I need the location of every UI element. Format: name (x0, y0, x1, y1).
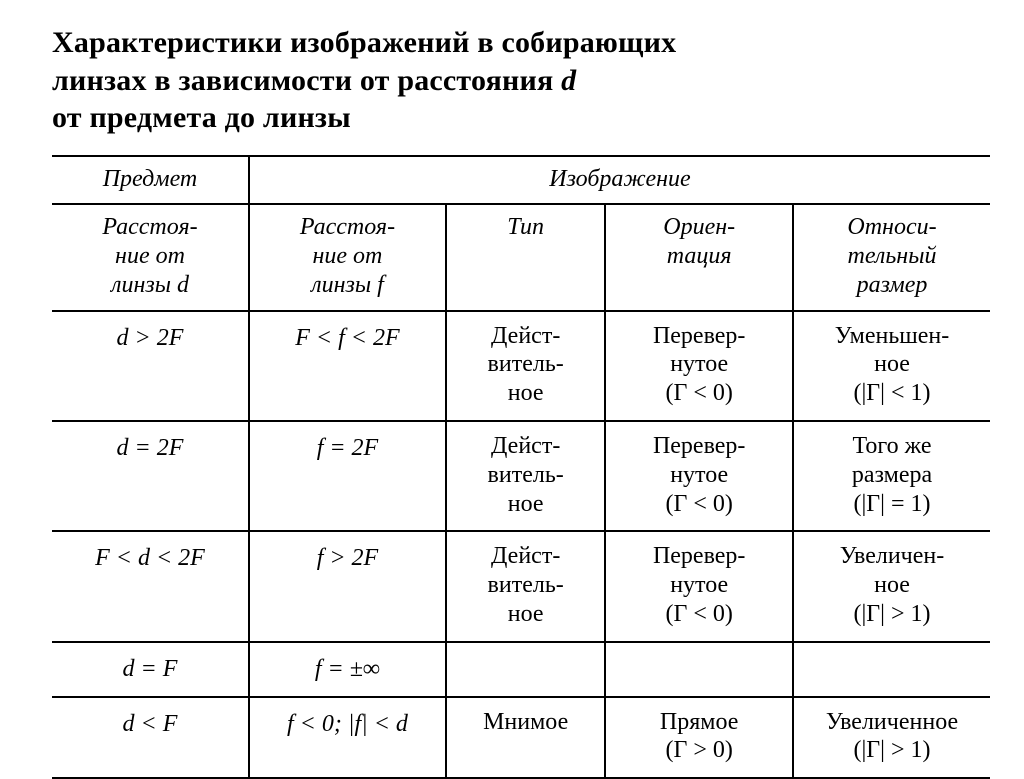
cell-size: Уменьшен-ное(|Г| < 1) (793, 311, 990, 421)
cell-type: Дейст-витель-ное (446, 421, 605, 531)
head-col2: Расстоя-ние отлинзы f (249, 204, 446, 310)
cell-d: d = F (52, 642, 249, 697)
title-line-1: Характеристики изображений в собирающих (52, 26, 676, 59)
cell-f: f = ±∞ (249, 642, 446, 697)
head-predmet: Предмет (52, 156, 249, 205)
head-izobrazhenie: Изображение (249, 156, 990, 205)
title-var-d: d (561, 64, 576, 97)
cell-type: Дейст-витель-ное (446, 311, 605, 421)
table-header-row-2: Расстоя-ние отлинзы d Расстоя-ние отлинз… (52, 204, 990, 310)
cell-f: f = 2F (249, 421, 446, 531)
head-col5: Относи-тельныйразмер (793, 204, 990, 310)
cell-orient: Прямое(Г > 0) (605, 697, 793, 779)
cell-size: Того жеразмера(|Г| = 1) (793, 421, 990, 531)
cell-orient: Перевер-нутое(Г < 0) (605, 311, 793, 421)
cell-size: Увеличенное(|Г| > 1) (793, 697, 990, 779)
cell-orient: Перевер-нутое(Г < 0) (605, 531, 793, 641)
cell-type: Дейст-витель-ное (446, 531, 605, 641)
page-title: Характеристики изображений в собирающих … (52, 24, 990, 137)
cell-orient: Перевер-нутое(Г < 0) (605, 421, 793, 531)
lens-table: Предмет Изображение Расстоя-ние отлинзы … (52, 155, 990, 779)
cell-f: f > 2F (249, 531, 446, 641)
cell-type: Мнимое (446, 697, 605, 779)
table-row: F < d < 2F f > 2F Дейст-витель-ное Перев… (52, 531, 990, 641)
cell-d: F < d < 2F (52, 531, 249, 641)
table-row: d = F f = ±∞ (52, 642, 990, 697)
title-line-3: от предмета до линзы (52, 101, 351, 134)
head-col4: Ориен-тация (605, 204, 793, 310)
table-row: d > 2F F < f < 2F Дейст-витель-ное Перев… (52, 311, 990, 421)
head-col1: Расстоя-ние отлинзы d (52, 204, 249, 310)
cell-orient (605, 642, 793, 697)
cell-f: f < 0; |f| < d (249, 697, 446, 779)
table-row: d < F f < 0; |f| < d Мнимое Прямое(Г > 0… (52, 697, 990, 779)
title-line-2a: линзах в зависимости от расстояния (52, 64, 561, 97)
cell-f: F < f < 2F (249, 311, 446, 421)
table-row: d = 2F f = 2F Дейст-витель-ное Перевер-н… (52, 421, 990, 531)
cell-size: Увеличен-ное(|Г| > 1) (793, 531, 990, 641)
table-header-row-1: Предмет Изображение (52, 156, 990, 205)
cell-d: d = 2F (52, 421, 249, 531)
cell-d: d < F (52, 697, 249, 779)
cell-type (446, 642, 605, 697)
head-col3: Тип (446, 204, 605, 310)
cell-d: d > 2F (52, 311, 249, 421)
cell-size (793, 642, 990, 697)
